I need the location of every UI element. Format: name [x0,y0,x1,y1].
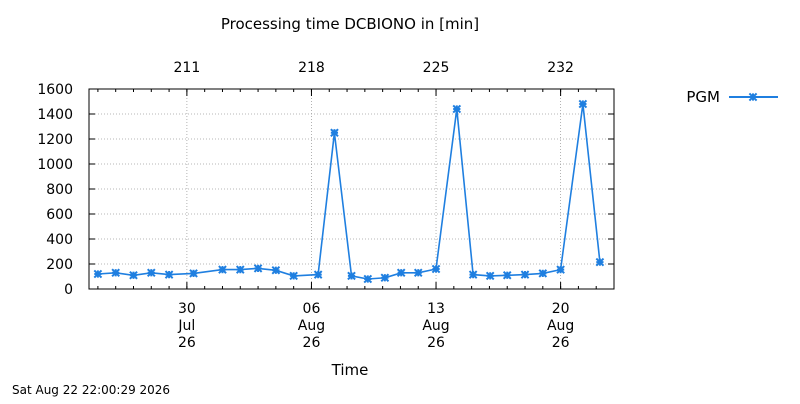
data-point [538,269,548,278]
top-tick-label: 218 [298,60,325,76]
y-tick-label: 1600 [37,82,73,98]
data-point [468,270,478,279]
x-tick-label: Aug [547,318,574,334]
x-tick-label: 06 [303,301,321,317]
x-axis-label: Time [331,361,369,379]
data-point [129,270,138,280]
data-point [380,273,390,283]
data-point [289,271,298,281]
y-tick-label: 200 [46,257,73,273]
x-tick-label: 26 [552,335,570,351]
x-tick-label: Aug [422,318,449,334]
data-point [452,104,462,114]
x-tick-label: 26 [303,335,321,351]
data-point [485,271,495,281]
data-point [396,268,406,278]
data-point [578,99,588,109]
top-tick-label: 232 [547,60,574,76]
x-tick-label: 26 [178,335,196,351]
data-point [347,271,356,281]
y-tick-label: 1200 [37,132,73,148]
x-tick-label: Aug [298,318,325,334]
data-point [313,270,323,279]
legend: PGM [686,88,778,106]
x-tick-label: 13 [427,301,445,317]
top-tick-label: 211 [174,60,201,76]
x-tick-label: 26 [427,335,445,351]
data-point [93,269,103,279]
top-axis: 211 218 225 232 [97,60,615,96]
y-tick-label: 0 [64,282,73,298]
footer-timestamp: Sat Aug 22 22:00:29 2026 [12,383,170,397]
x-tick-label: Jul [177,318,195,334]
data-point [330,128,339,138]
y-tick-label: 1000 [37,157,73,173]
data-point [189,269,198,278]
y-tick-label: 600 [46,207,73,223]
top-tick-label: 225 [423,60,450,76]
chart-title: Processing time DCBIONO in [min] [221,15,479,33]
data-point [413,268,423,278]
data-point [235,265,245,274]
y-tick-label: 400 [46,232,73,248]
series-line-pgm [97,103,601,280]
y-axis: 0 200 400 600 800 1000 1200 1400 1600 [37,82,614,298]
legend-marker [748,92,758,102]
data-point [146,268,156,278]
data-point [520,270,530,279]
data-point [363,274,373,284]
data-point [271,265,281,275]
data-point [111,268,121,278]
y-tick-label: 1400 [37,107,73,123]
data-point [253,264,263,273]
series-layer [93,99,605,284]
x-tick-label: 30 [178,301,196,317]
grid-lines [89,89,614,289]
data-point [218,265,227,274]
y-tick-label: 800 [46,182,73,198]
legend-label: PGM [686,88,720,106]
data-point [164,270,174,279]
data-point [431,264,441,274]
data-point [502,270,512,280]
x-tick-label: 20 [552,301,570,317]
data-point [595,257,605,267]
data-point [556,265,565,274]
legend-marker-icon [748,92,758,102]
